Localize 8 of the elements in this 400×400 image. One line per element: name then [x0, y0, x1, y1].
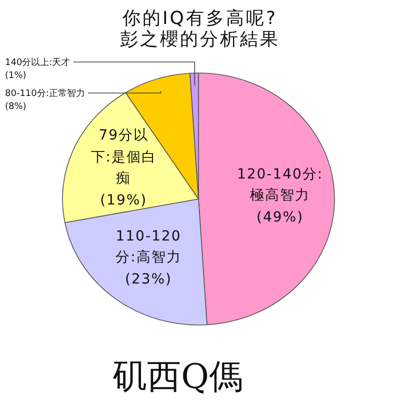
title: 你的IQ有多高呢? [122, 8, 278, 29]
slice-label: 120-140分:極高智力 [236, 165, 324, 206]
subtitle: 彭之櫻的分析結果 [120, 29, 280, 50]
data-label: (19%) [99, 192, 148, 211]
data-label: (49%) [256, 208, 305, 228]
slice-label: 110-120分:高智力 [114, 227, 182, 268]
slice-label: 79分以下:是個白痴 [90, 126, 158, 189]
data-label: (23%) [124, 270, 173, 290]
